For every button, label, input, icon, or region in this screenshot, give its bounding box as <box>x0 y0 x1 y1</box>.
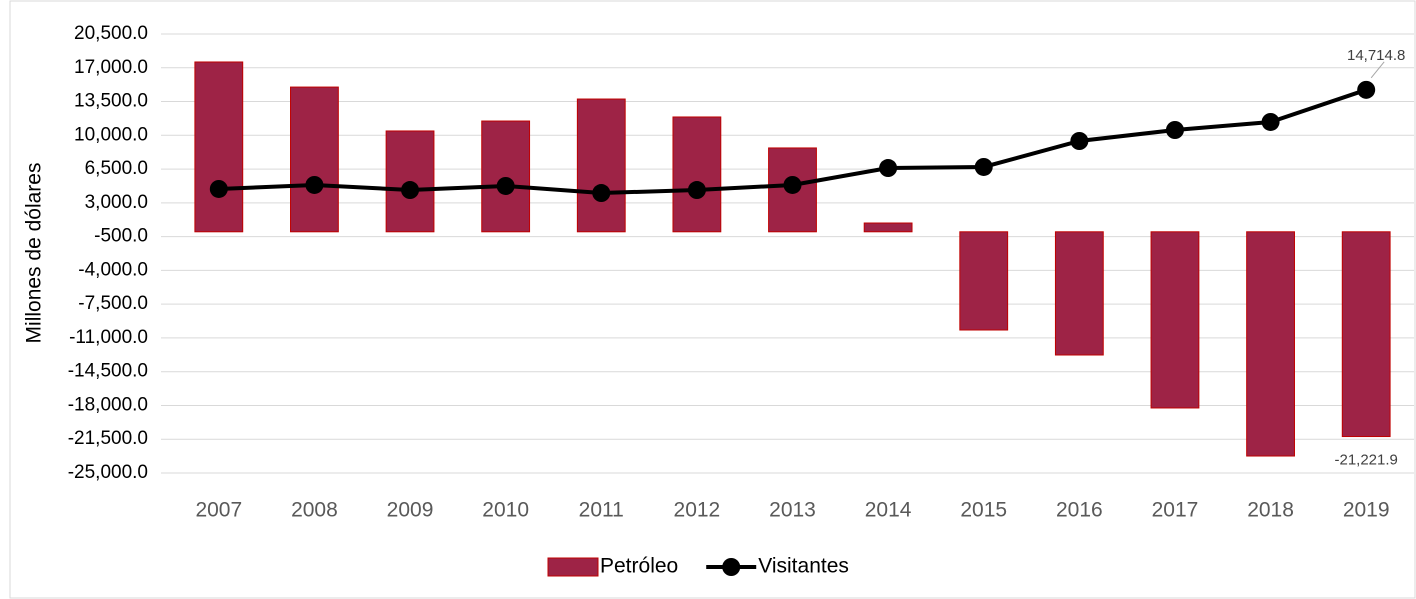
legend-swatch <box>547 557 599 577</box>
bar <box>481 120 531 233</box>
marker <box>1165 121 1184 140</box>
y-tick-label: -11,000.0 <box>69 327 148 348</box>
bar <box>1150 231 1200 409</box>
x-tick-label: 2012 <box>674 499 721 522</box>
legend-swatch <box>722 558 741 576</box>
x-tick-label: 2010 <box>482 499 529 522</box>
y-tick-label: 10,000.0 <box>74 124 148 145</box>
marker <box>879 159 898 178</box>
marker <box>592 184 611 203</box>
x-tick-label: 2019 <box>1343 499 1390 522</box>
data-label: 14,714.8 <box>1347 47 1405 64</box>
leader-line <box>1370 61 1385 79</box>
bar <box>194 61 244 233</box>
marker <box>687 181 706 200</box>
y-tick-label: 3,000.0 <box>85 192 148 213</box>
bar <box>290 86 339 233</box>
x-tick-label: 2007 <box>195 499 242 522</box>
y-tick-label: -21,500.0 <box>68 428 148 449</box>
bar <box>576 98 626 233</box>
x-tick-label: 2015 <box>960 499 1007 522</box>
y-tick-label: -500.0 <box>94 226 148 247</box>
legend-label: Visitantes <box>758 555 849 578</box>
x-tick-label: 2017 <box>1152 499 1199 522</box>
bar <box>863 222 913 233</box>
bar <box>1054 231 1104 356</box>
x-tick-label: 2008 <box>291 499 338 522</box>
bar <box>1246 231 1295 457</box>
bar <box>1341 231 1391 438</box>
y-axis-title: Millones de dólares <box>23 163 46 344</box>
marker <box>974 157 993 176</box>
x-tick-label: 2013 <box>769 499 816 522</box>
y-tick-label: -4,000.0 <box>78 259 148 280</box>
x-tick-label: 2009 <box>387 499 434 522</box>
y-tick-label: 20,500.0 <box>74 23 148 44</box>
x-tick-label: 2018 <box>1247 499 1294 522</box>
marker <box>209 179 228 198</box>
marker <box>783 175 802 194</box>
marker <box>1070 132 1089 151</box>
marker <box>496 176 515 195</box>
y-tick-label: -25,000.0 <box>68 462 148 483</box>
y-tick-label: 17,000.0 <box>74 57 148 78</box>
bar <box>672 116 722 233</box>
marker <box>1357 80 1376 99</box>
y-tick-label: -7,500.0 <box>78 293 148 314</box>
marker <box>305 175 324 194</box>
y-tick-label: -18,000.0 <box>68 394 148 415</box>
y-tick-label: 6,500.0 <box>85 158 148 179</box>
y-tick-label: -14,500.0 <box>68 361 148 382</box>
marker <box>401 181 420 200</box>
legend-label: Petróleo <box>600 555 678 578</box>
x-tick-label: 2014 <box>865 499 912 522</box>
x-tick-label: 2011 <box>579 499 624 522</box>
y-tick-label: 13,500.0 <box>74 91 148 112</box>
x-tick-label: 2016 <box>1056 499 1103 522</box>
data-label: -21,221.9 <box>1334 452 1397 469</box>
marker <box>1261 112 1280 131</box>
bar <box>959 231 1009 331</box>
